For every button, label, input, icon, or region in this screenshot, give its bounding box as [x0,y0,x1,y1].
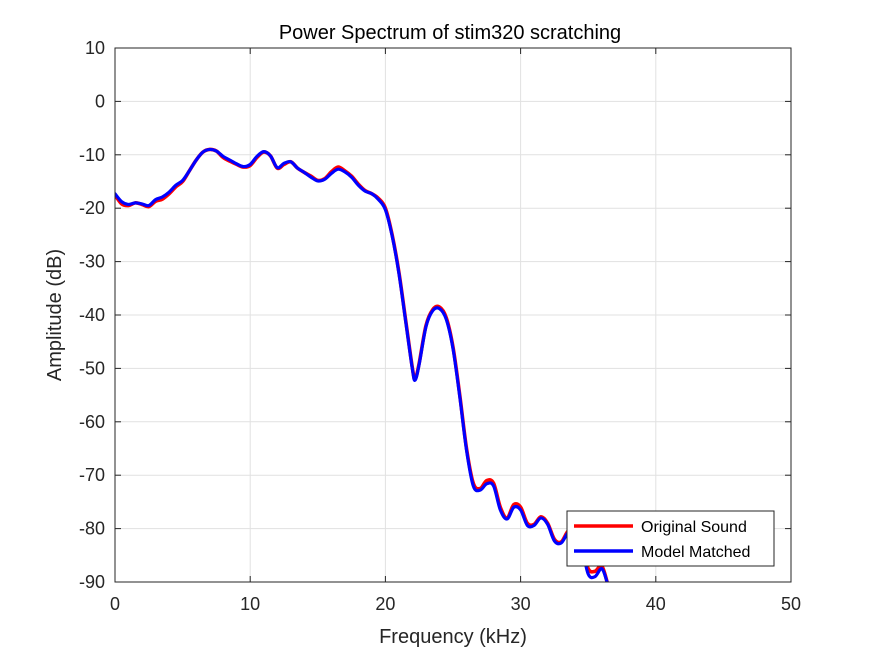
y-tick-label: -60 [79,412,105,432]
chart-title: Power Spectrum of stim320 scratching [279,22,621,44]
legend: Original Sound Model Matched [566,510,775,567]
y-tick-label: -20 [79,198,105,218]
x-tick-label: 40 [646,594,666,614]
y-tick-label: -80 [79,519,105,539]
grid [114,47,792,583]
ticks [114,47,792,583]
x-axis-label: Frequency (kHz) [379,626,527,648]
y-tick-label: -90 [79,572,105,592]
x-tick-label: 10 [240,594,260,614]
series-layer [115,147,609,582]
tick-labels: 0 10 20 30 40 50 10 0 -10 -20 -30 -40 -50 -60 -70 -80 -9… [79,38,801,614]
x-tick-label: 50 [781,594,801,614]
y-tick-label: 0 [95,91,105,111]
y-tick-label: -40 [79,305,105,325]
legend-label-model-matched: Model Matched [641,544,750,561]
legend-box [566,510,775,567]
y-tick-label: -70 [79,465,105,485]
y-tick-label: -30 [79,252,105,272]
y-axis-label: Amplitude (dB) [44,249,66,381]
y-tick-label: -10 [79,145,105,165]
legend-label-original-sound: Original Sound [641,519,747,536]
series-line-model-matched [115,147,609,582]
x-tick-label: 0 [110,594,120,614]
x-tick-label: 30 [511,594,531,614]
x-tick-label: 20 [375,594,395,614]
y-tick-label: -50 [79,358,105,378]
y-tick-label: 10 [85,38,105,58]
